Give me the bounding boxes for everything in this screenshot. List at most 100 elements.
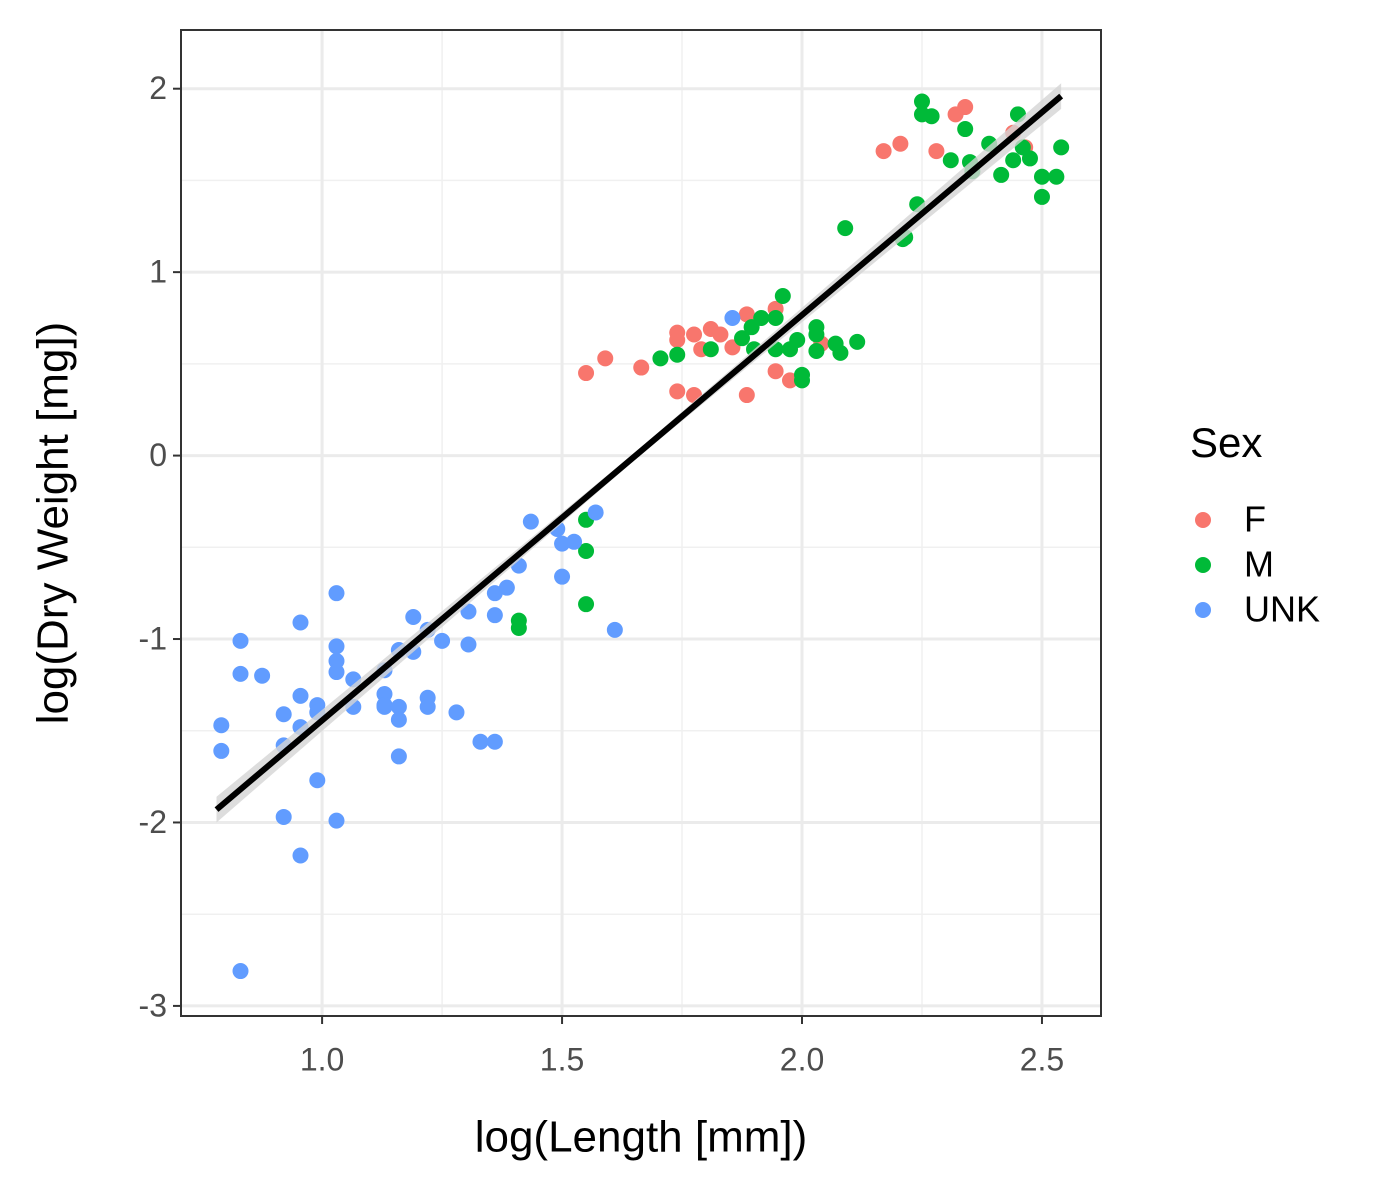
legend-marker	[1195, 602, 1211, 618]
point	[232, 963, 249, 980]
y-axis-title: log(Dry Weight [mg])	[29, 322, 78, 725]
point	[292, 687, 309, 704]
point	[275, 706, 292, 723]
point	[578, 596, 595, 613]
point	[566, 533, 583, 550]
point	[254, 667, 271, 684]
point	[789, 332, 806, 349]
x-tick-label: 1.5	[540, 1041, 584, 1077]
point	[942, 152, 959, 169]
point	[554, 568, 571, 585]
point	[892, 135, 909, 152]
point	[328, 585, 345, 602]
point	[587, 504, 604, 521]
point	[390, 748, 407, 765]
point	[702, 341, 719, 358]
point	[1033, 188, 1050, 205]
y-tick-label: 0	[149, 437, 167, 473]
point	[554, 535, 571, 552]
point	[597, 350, 614, 367]
point	[405, 609, 422, 626]
legend-label: F	[1244, 499, 1266, 540]
point	[738, 306, 755, 323]
y-tick-label: 1	[149, 254, 167, 290]
point	[669, 346, 686, 363]
point	[712, 326, 729, 343]
point	[686, 326, 703, 343]
point	[753, 310, 770, 327]
point	[328, 812, 345, 829]
point	[460, 636, 477, 653]
point	[808, 326, 825, 343]
point	[1053, 139, 1070, 156]
point	[993, 166, 1010, 183]
point	[669, 332, 686, 349]
point	[213, 717, 230, 734]
point	[578, 365, 595, 382]
point	[486, 585, 503, 602]
point	[734, 330, 751, 347]
point	[913, 93, 930, 110]
point	[1048, 168, 1065, 185]
x-tick-label: 2.0	[780, 1041, 824, 1077]
point	[1021, 150, 1038, 167]
point	[928, 143, 945, 160]
point	[669, 383, 686, 400]
point	[923, 108, 940, 125]
point	[275, 808, 292, 825]
point	[309, 772, 326, 789]
point	[328, 638, 345, 655]
point	[808, 343, 825, 360]
point	[390, 711, 407, 728]
x-tick-label: 1.0	[300, 1041, 344, 1077]
point	[782, 372, 799, 389]
point	[486, 607, 503, 624]
fit-line	[214, 93, 1064, 812]
point	[774, 287, 791, 304]
y-tick-label: -1	[139, 620, 167, 656]
point	[875, 143, 892, 160]
point	[434, 632, 451, 649]
point	[837, 220, 854, 237]
point	[849, 333, 866, 350]
point	[724, 310, 741, 327]
point	[633, 359, 650, 376]
y-tick-label: -3	[139, 987, 167, 1023]
point	[376, 698, 393, 715]
point	[738, 387, 755, 404]
y-tick-label: 2	[149, 70, 167, 106]
legend-label: UNK	[1244, 589, 1320, 630]
point	[1005, 152, 1022, 169]
point	[232, 632, 249, 649]
point	[498, 579, 515, 596]
point	[232, 665, 249, 682]
point	[957, 99, 974, 116]
point	[767, 363, 784, 380]
point	[292, 614, 309, 631]
legend-label: M	[1244, 544, 1274, 585]
point	[328, 664, 345, 681]
point	[1033, 168, 1050, 185]
point	[328, 653, 345, 670]
legend-marker	[1195, 557, 1211, 573]
legend-title: Sex	[1190, 419, 1262, 466]
point	[486, 733, 503, 750]
point	[390, 698, 407, 715]
point	[376, 686, 393, 703]
point	[472, 733, 489, 750]
x-tick-label: 2.5	[1020, 1041, 1064, 1077]
x-axis-title: log(Length [mm])	[475, 1113, 808, 1162]
point	[578, 542, 595, 559]
point	[292, 847, 309, 864]
point	[832, 344, 849, 361]
panel-border	[180, 29, 1102, 1017]
point	[419, 698, 436, 715]
point	[213, 742, 230, 759]
legend-marker	[1195, 512, 1211, 528]
point	[767, 310, 784, 327]
point	[606, 621, 623, 638]
y-tick-label: -2	[139, 804, 167, 840]
point	[957, 121, 974, 138]
point	[652, 350, 669, 367]
